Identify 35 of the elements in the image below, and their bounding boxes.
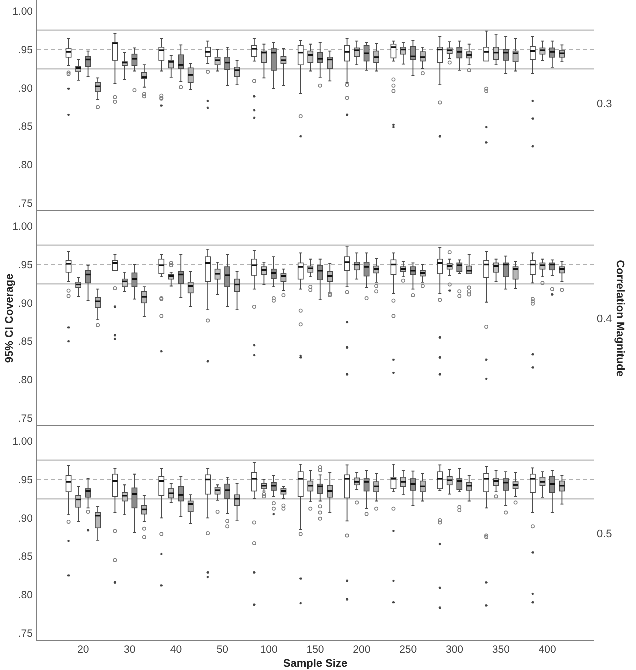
y-tick-label: .95 [18,474,34,486]
y-tick-label: 1.00 [12,6,34,18]
x-tick-label: 250 [400,644,418,656]
y-tick-label: .75 [18,198,34,210]
y-tick-label: .85 [18,121,34,134]
y2-axis-title: Correlation Magnitude [614,260,626,377]
y-tick-label: .75 [18,412,34,425]
text: 0.3 [597,98,612,110]
y-tick-label: .95 [18,259,34,272]
x-tick-label: 50 [216,644,229,656]
x-axis-title: Sample Size [283,658,348,670]
y-tick-label: 1.00 [12,221,34,234]
x-tick-label: 30 [124,644,136,656]
y-tick-label: .85 [18,551,34,564]
y-tick-label: .90 [18,82,34,95]
y-tick-label: .80 [18,160,34,172]
y-tick-label: .90 [18,298,34,310]
y-tick-label: .80 [18,590,34,602]
text: 0.5 [597,528,612,540]
y-tick-label: .75 [18,628,34,640]
x-tick-label: 200 [353,644,371,656]
text: 0.4 [597,313,612,326]
y-tick-label: .80 [18,374,34,387]
y-tick-label: .90 [18,512,34,525]
y-tick-label: .85 [18,336,34,348]
y-tick-label: .95 [18,44,34,56]
x-tick-label: 40 [170,644,182,656]
y-tick-label: 1.00 [12,436,34,448]
x-tick-label: 20 [78,644,90,656]
x-tick-label: 350 [492,644,510,656]
x-tick-label: 400 [538,644,556,656]
x-tick-label: 300 [446,644,464,656]
y-axis-title: 95% CI Coverage [4,274,16,364]
x-tick-label: 150 [306,644,324,656]
x-tick-label: 100 [260,644,278,656]
